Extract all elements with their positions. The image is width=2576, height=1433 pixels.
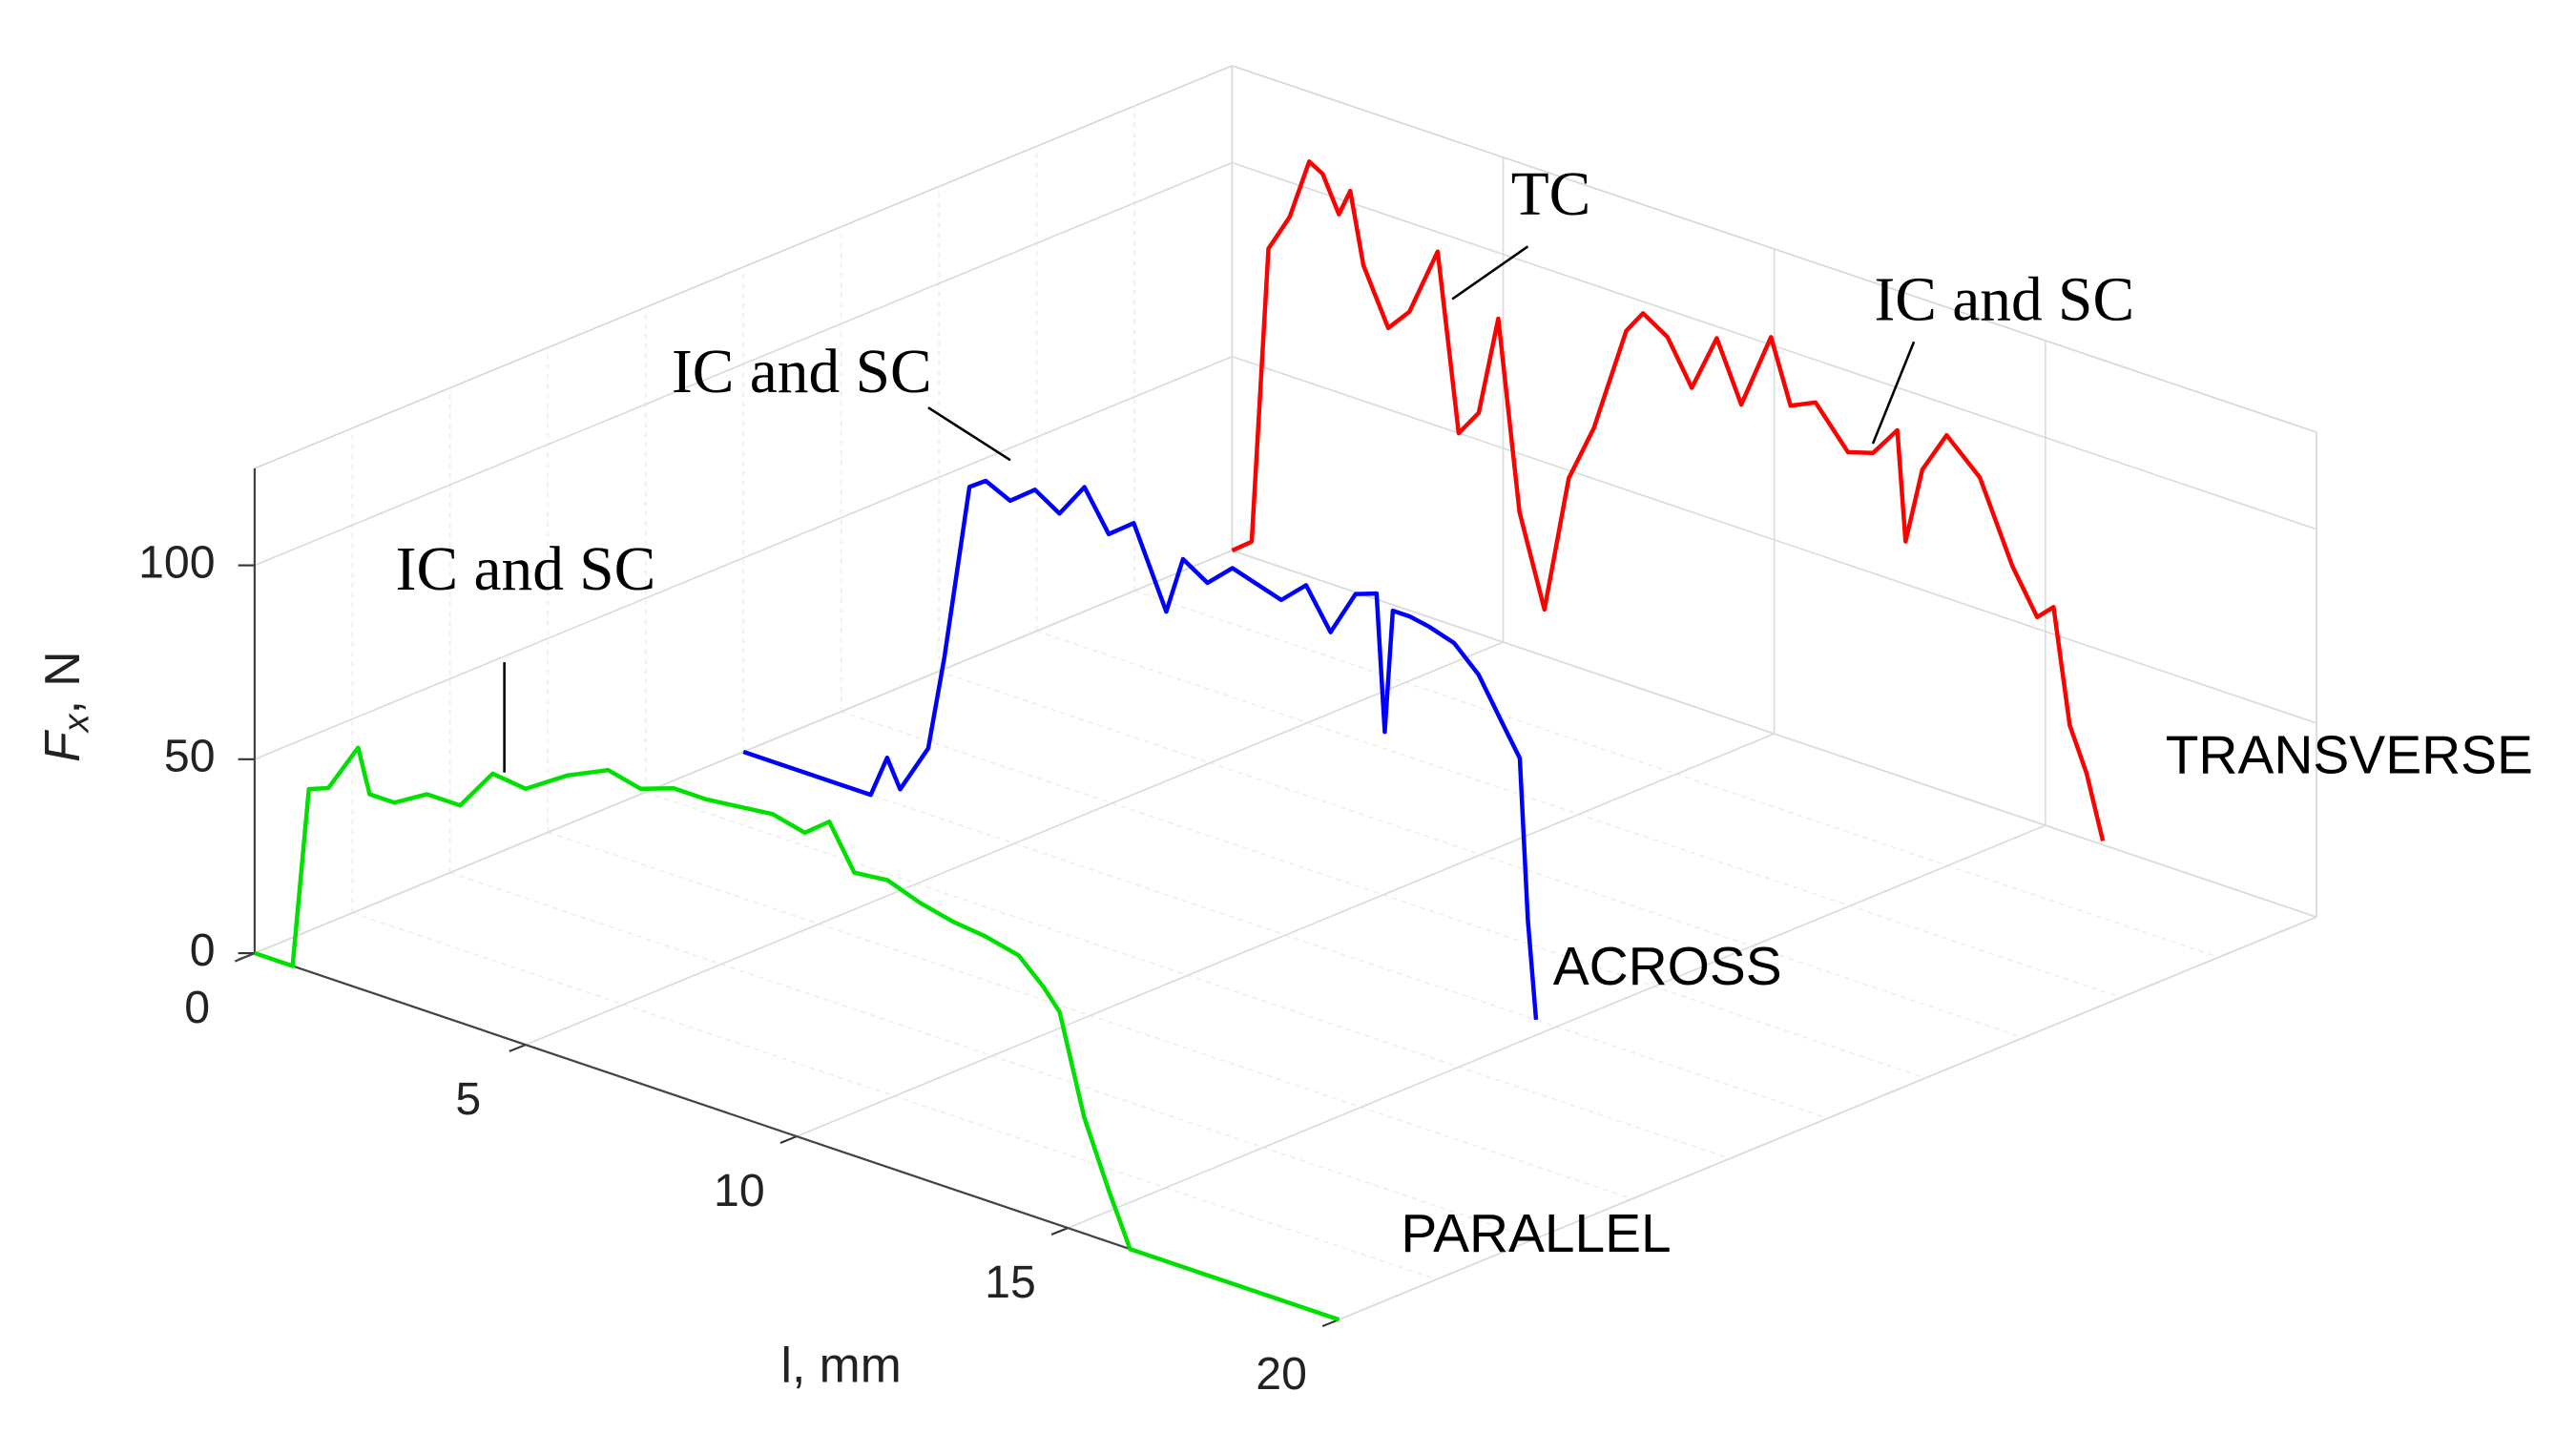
- grid-line: [525, 641, 1504, 1046]
- annotation-leader: [1871, 341, 1916, 445]
- series-line: [1231, 159, 2106, 841]
- series-name: PARALLEL: [1401, 1204, 1671, 1264]
- x-tick-label: 0: [184, 982, 210, 1033]
- series-line: [254, 745, 1340, 1322]
- series-name: TRANSVERSE: [2166, 725, 2533, 785]
- annotation: IC and SC: [1874, 265, 2134, 334]
- x-tick-label: 10: [714, 1165, 765, 1216]
- x-axis-label: l, mm: [781, 1337, 902, 1392]
- grid-line: [1067, 824, 2046, 1229]
- grid-line: [796, 733, 1776, 1137]
- annotation: IC and SC: [396, 535, 656, 604]
- y-axis-label: Fx, N: [34, 651, 97, 762]
- x-tick-label: 20: [1256, 1348, 1307, 1400]
- box-edge: [1232, 65, 2317, 433]
- series-name: ACROSS: [1553, 937, 1782, 997]
- annotation: TC: [1511, 160, 1591, 229]
- annotation-leader: [1451, 245, 1529, 301]
- grid-line: [254, 161, 1233, 567]
- grid-line: [254, 355, 1233, 760]
- x-tick: [779, 1135, 798, 1144]
- x-tick: [1050, 1227, 1069, 1236]
- annotation: IC and SC: [672, 338, 932, 406]
- y-tick-label: 50: [164, 731, 216, 782]
- x-tick-label: 15: [985, 1256, 1036, 1308]
- annotation-leader: [927, 406, 1011, 462]
- series-line: [742, 478, 1539, 1020]
- x-tick-label: 5: [455, 1073, 481, 1125]
- y-tick-label: 100: [138, 536, 215, 588]
- grid-line: [1339, 916, 2317, 1320]
- x-tick: [509, 1044, 527, 1052]
- z-axis: [234, 952, 256, 963]
- y-tick-label: 0: [190, 924, 216, 976]
